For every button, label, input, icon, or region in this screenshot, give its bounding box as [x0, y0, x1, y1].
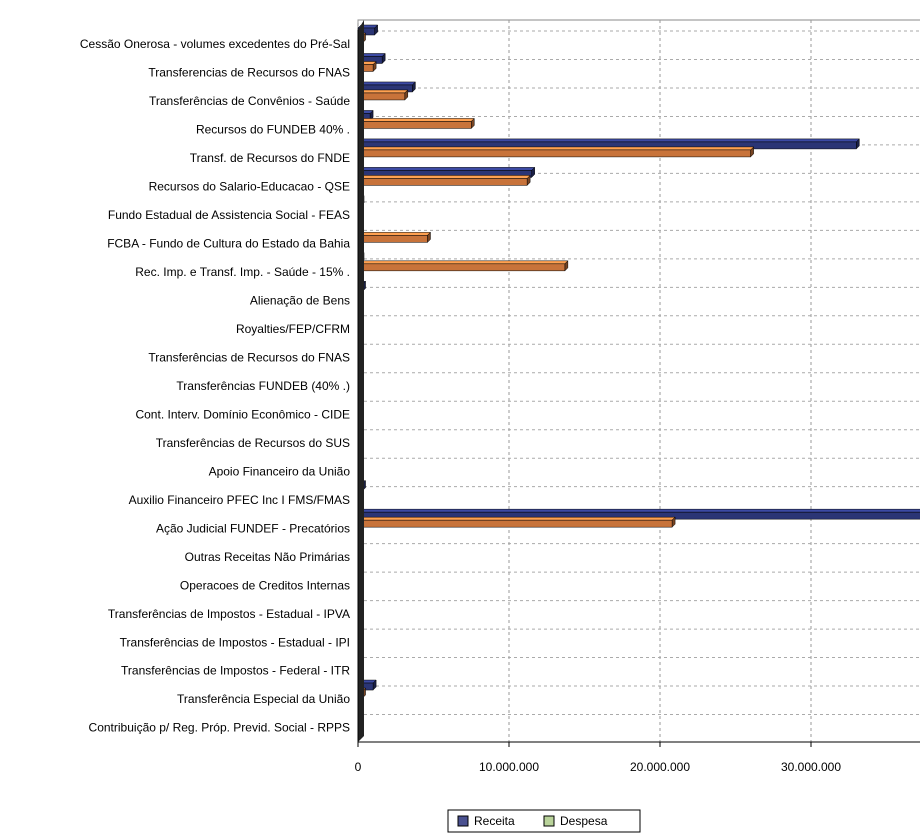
bar-top: [357, 167, 536, 171]
y-tick-label: Transferência Especial da União: [177, 692, 350, 706]
bar-face: [357, 263, 566, 272]
bar: [357, 166, 536, 179]
bar-face: [357, 519, 673, 528]
y-tick-label: Contribuição p/ Reg. Próp. Previd. Socia…: [89, 721, 350, 735]
y-tick-label: Ação Judicial FUNDEF - Precatórios: [156, 521, 350, 535]
x-tick-label: 10.000.000: [479, 760, 539, 774]
legend-label: Receita: [474, 814, 515, 828]
y-tick-label: Fundo Estadual de Assistencia Social - F…: [108, 208, 350, 222]
bar-face: [357, 149, 751, 158]
y-tick-label: Alienação de Bens: [250, 293, 350, 307]
y-axis-wall: [358, 20, 364, 742]
bar-face: [357, 235, 428, 243]
y-tick-label: Transferências de Recursos do FNAS: [148, 350, 350, 364]
legend-label: Despesa: [560, 814, 608, 828]
y-tick-label: Transf. de Recursos do FNDE: [190, 151, 350, 165]
y-tick-label: Auxilio Financeiro PFEC Inc I FMS/FMAS: [129, 493, 350, 507]
y-tick-label: Transferências de Convênios - Saúde: [149, 94, 350, 108]
bar-top: [357, 260, 569, 265]
bar-face: [357, 92, 406, 101]
y-tick-label: Outras Receitas Não Primárias: [185, 550, 350, 564]
legend-swatch: [543, 815, 555, 827]
bar-face: [357, 121, 472, 129]
bar-top: [357, 516, 676, 521]
bar-top: [357, 508, 920, 513]
y-tick-label: Transferências de Recursos do SUS: [156, 436, 350, 450]
y-tick-label: Royalties/FEP/CFRM: [236, 322, 350, 336]
y-tick-label: Transferencias de Recursos do FNAS: [148, 66, 350, 80]
x-tick-label: 0: [355, 760, 362, 774]
y-tick-label: Rec. Imp. e Transf. Imp. - Saúde - 15% .: [135, 265, 350, 279]
y-tick-label: Apoio Financeiro da União: [209, 464, 351, 478]
y-tick-label: Recursos do FUNDEB 40% .: [196, 123, 350, 137]
bar: [357, 231, 432, 243]
bar-top: [357, 89, 409, 94]
bar: [357, 89, 409, 101]
bar: [357, 138, 860, 150]
plot-area: [357, 19, 920, 743]
bar-top: [357, 81, 416, 86]
y-tick-label: Recursos do Salario-Educacao - QSE: [149, 180, 350, 194]
bar: [357, 174, 531, 187]
y-tick-label: Operacoes de Creditos Internas: [180, 578, 350, 592]
bar-top: [357, 175, 531, 179]
bar-face: [357, 178, 528, 186]
bar-top: [357, 232, 432, 236]
y-tick-label: Transferências FUNDEB (40% .): [176, 379, 350, 393]
x-tick-label: 20.000.000: [630, 760, 690, 774]
bar: [357, 146, 755, 158]
y-tick-label: Transferências de Impostos - Federal - I…: [121, 664, 350, 678]
x-tick-label: 30.000.000: [781, 760, 841, 774]
bar: [357, 260, 569, 272]
legend-swatch: [457, 815, 469, 827]
bar-top: [357, 118, 475, 122]
y-tick-label: Cont. Interv. Domínio Econômico - CIDE: [135, 407, 350, 421]
y-tick-label: Transferências de Impostos - Estadual - …: [120, 635, 350, 649]
y-tick-label: Cessão Onerosa - volumes excedentes do P…: [80, 37, 350, 51]
bar-top: [357, 138, 860, 143]
bar: [357, 117, 475, 130]
bar: [357, 516, 676, 528]
y-tick-label: Transferências de Impostos - Estadual - …: [108, 607, 350, 621]
legend: Receita Despesa: [447, 809, 641, 833]
bar-top: [357, 146, 755, 151]
y-tick-label: FCBA - Fundo de Cultura do Estado da Bah…: [107, 237, 350, 251]
